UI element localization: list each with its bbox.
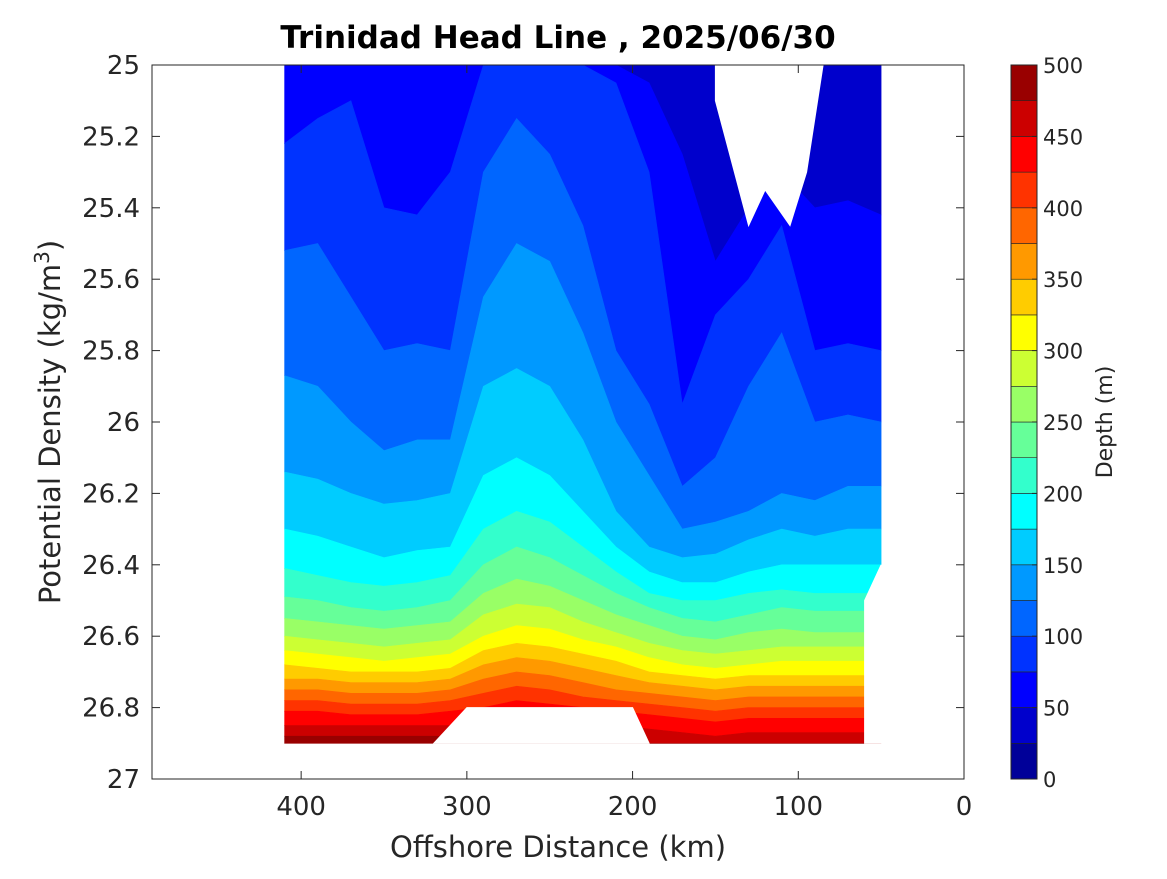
x-tick-label: 100	[773, 792, 823, 822]
y-tick-label: 25	[107, 51, 140, 81]
colorbar: 0 50 100 150 200 250 300 350 400 450 500	[1010, 54, 1083, 792]
colorbar-tick-label: 200	[1043, 482, 1083, 506]
colorbar-tick-label: 350	[1043, 268, 1083, 292]
y-tick-label: 26.4	[82, 551, 140, 581]
colorbar-swatch	[1010, 635, 1038, 673]
y-tick-label: 26.2	[82, 479, 140, 509]
colorbar-label: Depth (m)	[1093, 366, 1118, 479]
blank-region-bottom-notch	[432, 707, 650, 744]
colorbar-tick-label: 150	[1043, 554, 1083, 578]
y-tick-label: 25.2	[82, 122, 140, 152]
contour-fills	[284, 65, 882, 744]
colorbar-tick-label: 450	[1043, 125, 1083, 149]
colorbar-tick-label: 0	[1043, 768, 1056, 792]
colorbar-swatch	[1010, 314, 1038, 351]
colorbar-swatch	[1010, 350, 1038, 387]
blank-region-lower-right-notch	[864, 564, 882, 744]
colorbar-swatch	[1010, 457, 1038, 494]
blank-regions	[432, 65, 882, 744]
x-axis: 400 300 200 100 0	[276, 65, 972, 822]
y-tick-label: 26.6	[82, 622, 140, 652]
colorbar-swatch	[1010, 564, 1038, 601]
colorbar-tick-label: 300	[1043, 340, 1083, 364]
x-tick-label: 400	[276, 792, 326, 822]
colorbar-swatch	[1010, 600, 1038, 637]
chart-title: Trinidad Head Line , 2025/06/30	[280, 20, 835, 56]
y-tick-label: 25.6	[82, 265, 140, 295]
y-tick-label: 25.8	[82, 337, 140, 367]
colorbar-swatch	[1010, 385, 1038, 423]
y-tick-label: 26	[107, 408, 140, 438]
y-axis-label-superscript: 3	[30, 251, 54, 264]
colorbar-swatch	[1010, 64, 1038, 102]
colorbar-swatch	[1010, 278, 1038, 316]
colorbar-swatch	[1010, 243, 1038, 280]
y-axis: 25 25.2 25.4 25.6 25.8 26 26.2 26.4 26.6 26.8 27	[82, 51, 964, 795]
y-axis-label-main: Potential Density (kg/m	[33, 264, 67, 604]
y-axis-label-suffix: )	[33, 240, 67, 251]
x-tick-label: 0	[956, 792, 973, 822]
y-tick-label: 26.8	[82, 694, 140, 724]
colorbar-tick-label: 250	[1043, 411, 1083, 435]
colorbar-swatch	[1010, 742, 1038, 780]
x-tick-label: 200	[608, 792, 658, 822]
colorbar-swatch	[1010, 707, 1038, 744]
colorbar-swatch	[1010, 136, 1038, 173]
colorbar-swatch	[1010, 528, 1038, 566]
colorbar-swatch	[1010, 207, 1038, 244]
colorbar-swatch	[1010, 671, 1038, 708]
y-axis-label: Potential Density (kg/m3)	[30, 240, 67, 604]
colorbar-swatch	[1010, 100, 1038, 137]
colorbar-tick-label: 500	[1043, 54, 1083, 78]
colorbar-swatch	[1010, 493, 1038, 530]
blank-region-top-notch	[674, 65, 840, 228]
colorbar-swatch	[1010, 421, 1038, 459]
y-tick-label: 25.4	[82, 194, 140, 224]
colorbar-swatch	[1010, 171, 1038, 209]
colorbar-tick-label: 50	[1043, 697, 1070, 721]
x-tick-label: 300	[442, 792, 492, 822]
colorbar-tick-label: 400	[1043, 197, 1083, 221]
x-axis-label: Offshore Distance (km)	[390, 830, 726, 864]
colorbar-tick-label: 100	[1043, 625, 1083, 649]
y-tick-label: 27	[107, 765, 140, 795]
